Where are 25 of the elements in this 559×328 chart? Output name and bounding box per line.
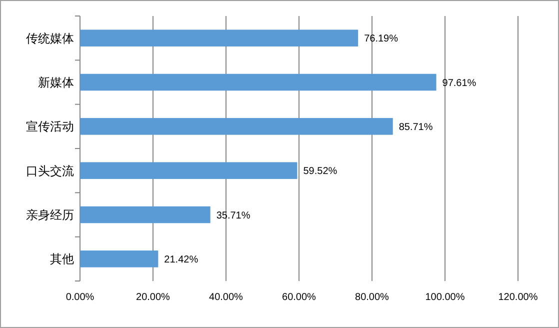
y-tick-label: 口头交流 — [26, 164, 74, 178]
data-label: 35.71% — [216, 210, 250, 222]
bar — [80, 118, 393, 135]
bar — [80, 250, 158, 268]
bar — [80, 162, 298, 179]
bar — [80, 206, 210, 224]
y-tick-label: 其他 — [50, 252, 74, 266]
x-tick-label: 80.00% — [355, 292, 390, 303]
y-tick-label: 新媒体 — [38, 75, 74, 90]
y-tick-label: 传统媒体 — [26, 31, 74, 46]
data-label: 85.71% — [398, 122, 433, 133]
y-tick-label: 亲身经历 — [26, 208, 74, 222]
x-tick-label: 40.00% — [209, 292, 244, 303]
x-tick-label: 20.00% — [136, 292, 170, 303]
bar — [80, 30, 358, 46]
bar — [80, 74, 436, 91]
data-label: 76.19% — [364, 34, 398, 45]
x-tick-label: 100.00% — [425, 292, 465, 303]
y-tick-label: 宣传活动 — [26, 120, 74, 134]
x-tick-label: 60.00% — [282, 292, 316, 303]
data-label: 97.61% — [442, 78, 476, 89]
data-label: 21.42% — [164, 254, 198, 266]
x-tick-label: 0.00% — [66, 292, 94, 303]
data-label: 59.52% — [303, 166, 338, 178]
x-tick-label: 120.00% — [498, 292, 538, 303]
